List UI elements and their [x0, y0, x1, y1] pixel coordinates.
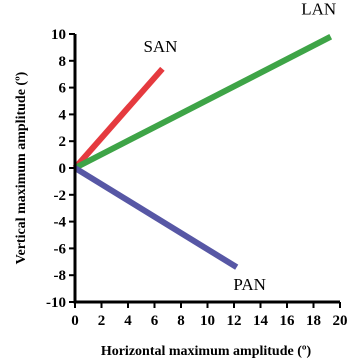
- x-tick-label: 2: [98, 313, 106, 329]
- x-ticks: 0 2 4 6 8 10 12 14 16 18 20: [71, 302, 348, 329]
- x-tick-label: 4: [124, 313, 132, 329]
- y-tick-label: 2: [59, 134, 67, 150]
- x-tick-label: 10: [200, 313, 215, 329]
- series-line-pan: [73, 165, 239, 270]
- y-tick-label: -10: [46, 295, 66, 311]
- x-axis-title: Horizontal maximum amplitude (º): [101, 344, 312, 359]
- x-tick-label: 14: [253, 313, 269, 329]
- x-tick-label: 6: [151, 313, 159, 329]
- y-tick-label: 0: [59, 161, 67, 177]
- series-line-san: [72, 66, 165, 170]
- y-tick-label: -4: [54, 215, 67, 231]
- y-tick-label: 10: [51, 27, 66, 43]
- y-tick-label: -8: [54, 268, 67, 284]
- series-label-pan: PAN: [233, 275, 265, 294]
- axes: [73, 34, 340, 304]
- y-tick-label: -2: [54, 188, 67, 204]
- y-tick-label: 6: [59, 81, 67, 97]
- series-line-lan: [73, 34, 333, 171]
- y-axis-title: Vertical maximum amplitude (º): [14, 71, 29, 264]
- x-tick-label: 0: [71, 313, 79, 329]
- plot-lines: [72, 34, 333, 270]
- y-tick-label: -6: [54, 241, 67, 257]
- y-ticks: 10 8 6 4 2 0 -2 -4 -6 -8 -10: [46, 27, 75, 311]
- x-tick-label: 8: [177, 313, 185, 329]
- y-tick-label: 8: [59, 54, 67, 70]
- x-tick-label: 18: [306, 313, 321, 329]
- series-labels: SAN LAN PAN: [143, 0, 336, 294]
- x-tick-label: 16: [280, 313, 296, 329]
- series-label-san: SAN: [143, 37, 177, 56]
- x-tick-label: 12: [227, 313, 242, 329]
- series-label-lan: LAN: [301, 0, 336, 19]
- x-tick-label: 20: [333, 313, 348, 329]
- y-tick-label: 4: [59, 107, 67, 123]
